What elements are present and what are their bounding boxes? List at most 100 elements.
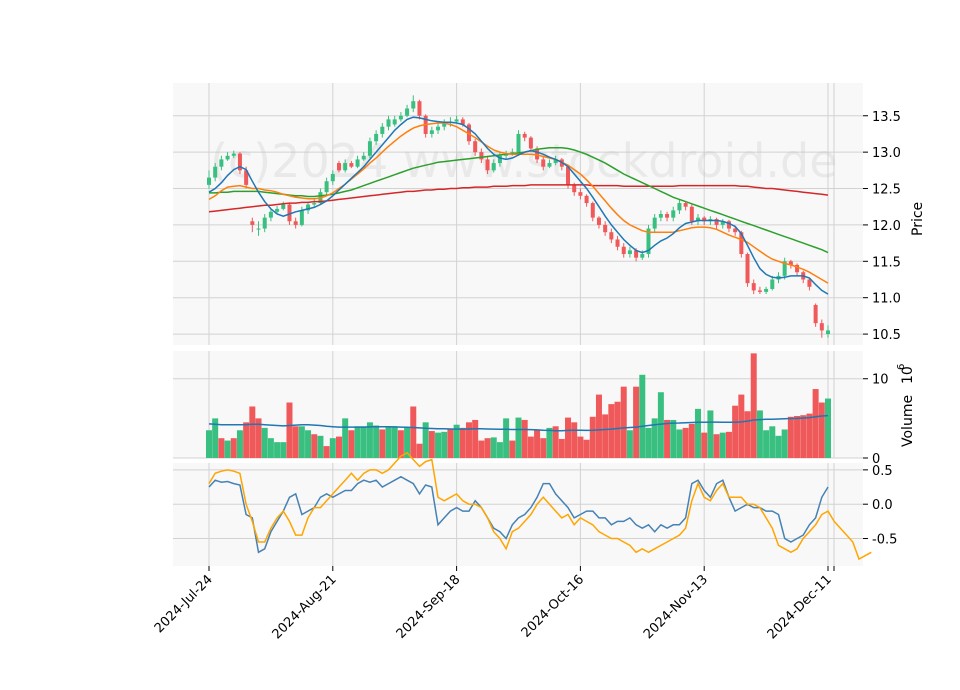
candle-body — [547, 163, 552, 167]
volume-bar — [515, 417, 522, 458]
candle-body — [299, 210, 304, 225]
candle-body — [615, 239, 620, 247]
candle-body — [522, 133, 527, 138]
price-tick-label: 13.0 — [872, 146, 901, 161]
volume-bar — [602, 414, 609, 458]
volume-bar — [465, 422, 472, 458]
candle-body — [566, 166, 571, 185]
candle-body — [807, 279, 812, 287]
candle-body — [442, 123, 447, 127]
volume-bar — [230, 438, 237, 458]
volume-bar — [763, 430, 770, 458]
volume-bar — [416, 443, 423, 458]
volume-bar — [583, 439, 590, 458]
candle-body — [355, 159, 360, 167]
volume-bar — [800, 415, 807, 458]
candle-body — [275, 208, 280, 212]
candle-body — [553, 159, 558, 164]
candle-body — [596, 217, 601, 225]
candle-body — [374, 133, 379, 142]
price-tick-label: 11.5 — [872, 255, 901, 270]
candle-body — [436, 126, 441, 131]
volume-bar — [490, 437, 497, 458]
volume-bar — [750, 353, 757, 458]
volume-exponent-base: 10 — [900, 366, 916, 384]
volume-bar — [775, 435, 782, 458]
candle-body — [454, 119, 459, 122]
volume-bar — [298, 426, 305, 458]
candle-body — [330, 173, 335, 182]
candle-body — [528, 137, 533, 149]
price-tick-label: 11.0 — [872, 292, 901, 307]
volume-bar — [435, 432, 442, 458]
volume-bar — [441, 431, 448, 458]
x-tick-label: 2024-Oct-16 — [519, 572, 587, 640]
volume-bar — [280, 442, 287, 458]
volume-bar — [484, 438, 491, 458]
volume-bar — [496, 442, 503, 458]
volume-bar — [447, 429, 454, 458]
price-tick-label: 12.0 — [872, 219, 901, 234]
candle-body — [819, 323, 824, 331]
volume-bar — [385, 426, 392, 458]
price-layer — [207, 95, 830, 338]
candle-body — [460, 119, 465, 125]
volume-bar — [651, 418, 658, 458]
candle-body — [417, 101, 422, 116]
volume-bar — [756, 410, 763, 458]
ma-200-line — [208, 184, 829, 213]
volume-bar — [422, 422, 429, 458]
volume-bar — [342, 418, 349, 458]
candle-body — [473, 141, 478, 153]
volume-bar — [744, 411, 751, 458]
candle-body — [751, 283, 756, 291]
candle-body — [485, 159, 490, 171]
volume-ma-line — [208, 414, 829, 432]
candle-body — [584, 195, 589, 204]
oscillator-layer — [208, 451, 872, 561]
price-tick-label: 13.5 — [872, 110, 901, 125]
candle-body — [541, 159, 546, 167]
ma-short-line — [208, 116, 829, 295]
candle-body — [714, 219, 719, 225]
volume-exponent-power: 6 — [896, 364, 907, 370]
volume-bar — [404, 427, 411, 458]
volume-bar — [249, 406, 256, 458]
volume-bar — [527, 436, 534, 458]
volume-tick-label: 10 — [872, 373, 889, 388]
volume-bar — [224, 440, 231, 458]
candle-body — [491, 163, 496, 171]
volume-bar — [478, 440, 485, 458]
volume-bar — [540, 438, 547, 458]
price-axis-label: Price — [910, 202, 926, 236]
volume-bar — [292, 426, 299, 458]
volume-bar — [595, 394, 602, 458]
volume-bar — [614, 401, 621, 458]
candle-body — [745, 254, 750, 284]
candle-body — [590, 203, 595, 218]
candle-body — [207, 177, 211, 185]
volume-bar — [206, 430, 212, 458]
candle-body — [361, 155, 366, 160]
x-tick-label: 2024-Aug-21 — [270, 572, 340, 642]
watermark: (c)2024 www.stockdroid.de — [210, 134, 838, 188]
volume-bar — [620, 386, 627, 458]
candle-body — [634, 250, 639, 258]
candle-body — [621, 246, 626, 255]
candle-body — [237, 153, 242, 171]
candle-body — [646, 228, 651, 255]
candle-body — [603, 224, 608, 233]
volume-bar — [509, 440, 516, 458]
candle-body — [392, 119, 397, 125]
volume-bar — [707, 410, 714, 458]
volume-bar — [317, 435, 324, 458]
candle-body — [349, 163, 354, 167]
volume-bar — [565, 417, 572, 458]
candle-body — [306, 204, 311, 211]
volume-bar — [218, 438, 225, 458]
candle-body — [497, 155, 502, 164]
candle-body — [231, 153, 236, 156]
volume-bar — [373, 425, 380, 458]
oscillator-tick-label: 0.5 — [872, 464, 893, 479]
